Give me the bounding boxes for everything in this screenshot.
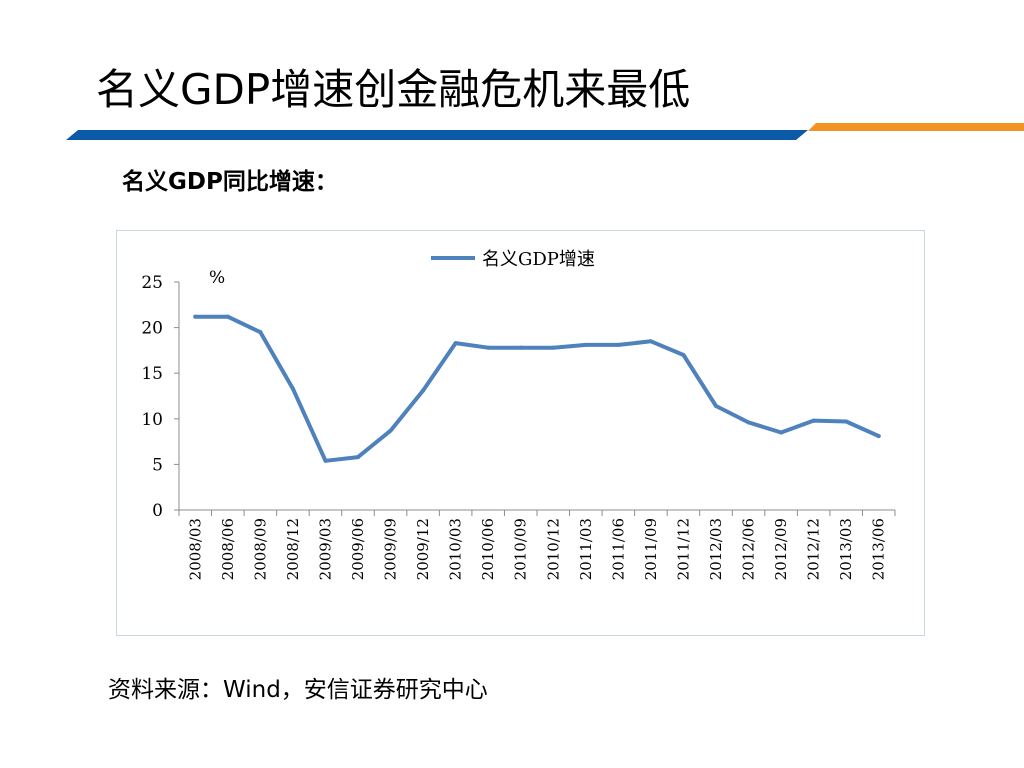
y-tick-label: 10 bbox=[141, 410, 163, 430]
legend-label: 名义GDP增速 bbox=[482, 249, 595, 270]
x-tick-label: 2009/03 bbox=[316, 518, 334, 580]
x-tick-label: 2008/12 bbox=[284, 518, 302, 580]
x-tick-label: 2008/06 bbox=[219, 518, 237, 580]
y-tick-label: 20 bbox=[141, 319, 163, 339]
header-bar-blue bbox=[66, 130, 808, 140]
data-point bbox=[388, 428, 393, 433]
x-tick-label: 2010/12 bbox=[544, 518, 562, 580]
y-tick-label: 0 bbox=[152, 501, 163, 521]
header-bar-orange bbox=[808, 123, 1024, 131]
x-tick-label: 2011/03 bbox=[577, 518, 595, 580]
x-tick-label: 2011/09 bbox=[642, 518, 660, 580]
x-tick-label: 2009/12 bbox=[414, 518, 432, 580]
x-tick-label: 2010/03 bbox=[447, 518, 465, 580]
series-line bbox=[193, 314, 881, 463]
x-tick-label: 2008/03 bbox=[186, 518, 204, 580]
data-point bbox=[844, 419, 849, 424]
data-point bbox=[356, 455, 360, 460]
data-point bbox=[551, 345, 556, 350]
y-tick-label: 5 bbox=[152, 455, 163, 475]
x-tick-label: 2009/09 bbox=[382, 518, 400, 580]
data-point bbox=[648, 339, 653, 344]
y-axis: 0 5 10 15 20 25 bbox=[141, 273, 180, 521]
data-point bbox=[714, 404, 718, 409]
x-tick-label: 2009/06 bbox=[349, 518, 367, 580]
x-tick-label: 2011/12 bbox=[674, 518, 692, 580]
data-point bbox=[746, 420, 751, 425]
slide-title: 名义GDP增速创金融危机来最低 bbox=[96, 65, 691, 114]
y-axis-unit-label: % bbox=[209, 268, 225, 288]
x-tick-label: 2008/09 bbox=[251, 518, 269, 580]
chart-subtitle: 名义GDP同比增速： bbox=[122, 169, 338, 195]
data-point bbox=[811, 418, 816, 423]
y-tick-label: 25 bbox=[141, 273, 163, 293]
x-tick-label: 2010/06 bbox=[479, 518, 497, 580]
data-point bbox=[486, 345, 491, 350]
data-point bbox=[193, 314, 198, 319]
data-point bbox=[225, 314, 230, 319]
x-tick-label: 2012/09 bbox=[772, 518, 790, 580]
data-point bbox=[518, 345, 523, 350]
x-axis: 2008/03 2008/06 2008/09 2008/12 2009/03 2009/… bbox=[178, 509, 896, 580]
data-point bbox=[453, 341, 458, 346]
y-tick-label: 15 bbox=[141, 364, 163, 384]
x-tick-label: 2012/03 bbox=[707, 518, 725, 580]
data-point bbox=[681, 352, 686, 357]
x-tick-label: 2012/12 bbox=[805, 518, 823, 580]
x-tick-label: 2011/06 bbox=[609, 518, 627, 580]
x-tick-label: 2012/06 bbox=[740, 518, 758, 580]
chart-panel: 名义GDP增速 % 0 5 10 15 20 25 2008/03 2008/06 2008/… bbox=[116, 230, 925, 636]
data-point bbox=[876, 434, 881, 439]
data-point bbox=[421, 388, 426, 393]
series-layer bbox=[193, 314, 881, 463]
data-point bbox=[323, 458, 328, 463]
data-point bbox=[583, 342, 588, 347]
x-tick-label: 2013/06 bbox=[870, 518, 888, 580]
data-point bbox=[290, 386, 295, 391]
data-point bbox=[779, 430, 784, 435]
source-note: 资料来源：Wind，安信证券研究中心 bbox=[108, 677, 488, 703]
x-tick-label: 2013/03 bbox=[837, 518, 855, 580]
data-point bbox=[616, 342, 621, 347]
chart-legend: 名义GDP增速 bbox=[431, 249, 595, 270]
x-tick-label: 2010/09 bbox=[512, 518, 530, 580]
data-point bbox=[258, 330, 263, 335]
header-decoration-bars bbox=[66, 123, 1024, 140]
